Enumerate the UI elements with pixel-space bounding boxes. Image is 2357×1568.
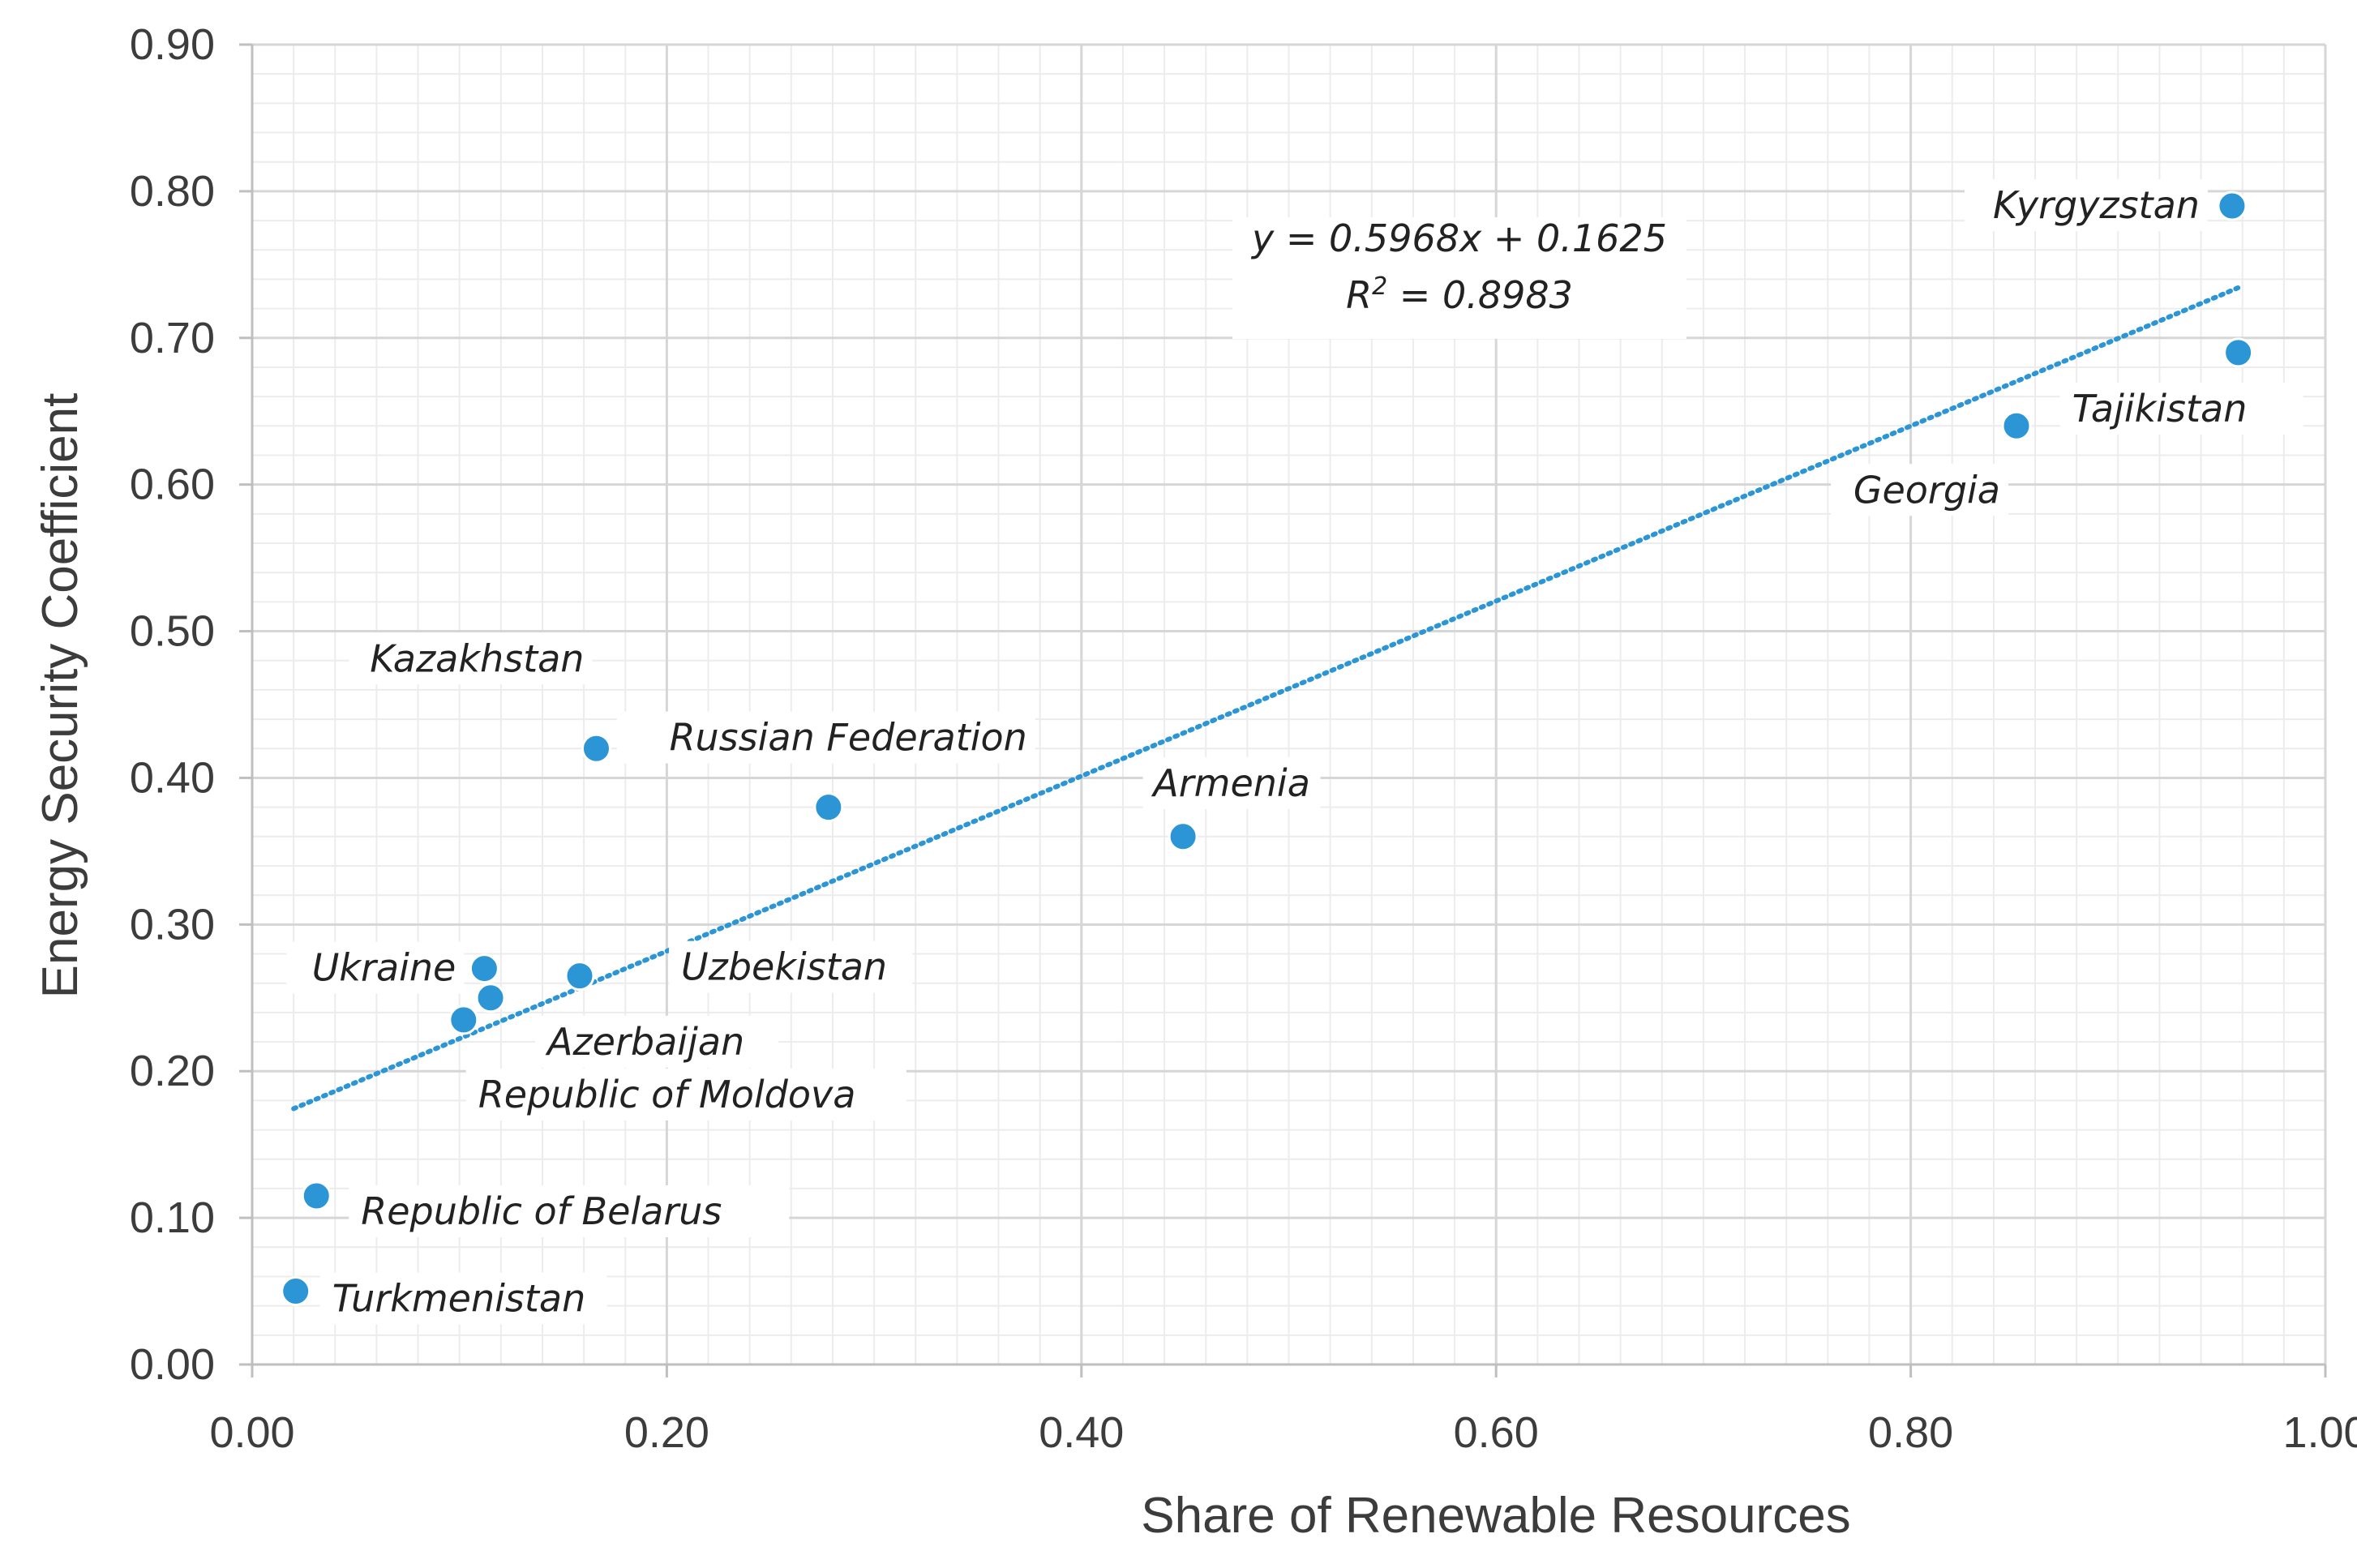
data-point: Republic of Moldova [448,1005,479,1035]
data-point: Kyrgyzstan [2217,191,2248,221]
y-tick-label: 0.10 [130,1193,215,1242]
point-label: Republic of Belarus [361,1189,722,1233]
point-label: Turkmenistan [332,1277,586,1321]
point-label-background [616,711,1035,764]
data-points: Kyrgyzstan Tajikistan Georgia Kazakhstan Rus… [281,191,2254,1307]
x-tick-label: 0.00 [209,1408,294,1457]
trendline-equation: y = 0.5968x + 0.1625 [1250,216,1667,260]
y-tick-label: 0.00 [130,1340,215,1389]
point-label-background [535,1015,779,1068]
x-tick-label: 0.20 [624,1408,709,1457]
point-label-background [669,940,913,993]
data-point: Kazakhstan [581,733,611,764]
point-label-background [2059,382,2303,435]
data-point: Azerbaijan [475,983,506,1013]
data-point: Uzbekistan [564,961,595,992]
y-tick-label: 0.20 [130,1047,215,1095]
x-axis-tick-labels: 0.00 0.20 0.40 0.60 0.80 1.00 [209,1408,2357,1457]
trendline-r-squared: R2 = 0.8983 [1346,272,1573,318]
axes [239,43,2327,1377]
data-point: Georgia [2001,410,2032,441]
point-label-background [1831,464,2009,516]
point-label-background [286,941,465,994]
point-label: Armenia [1151,761,1310,805]
point-label: Kazakhstan [370,636,584,680]
point-label-background [349,632,593,685]
point-label: Uzbekistan [681,945,887,989]
x-tick-label: 1.00 [2282,1408,2357,1457]
y-tick-label: 0.80 [130,167,215,216]
point-label-background [465,1068,906,1120]
minor-gridlines [252,45,2325,1365]
data-point: Russian Federation [813,792,844,823]
point-label: Georgia [1853,468,2000,512]
point-label-background [319,1272,607,1325]
y-tick-label: 0.50 [130,607,215,656]
x-tick-label: 0.40 [1039,1408,1124,1457]
data-point: Armenia [1168,821,1198,852]
trendline [291,283,2245,1112]
point-label: Kyrgyzstan [1993,183,2200,227]
point-label-background [349,1185,790,1237]
y-tick-label: 0.90 [130,20,215,69]
y-tick-label: 0.40 [130,753,215,802]
data-point: Turkmenistan [281,1276,311,1307]
point-label-background [1964,178,2208,231]
point-label: Tajikistan [2072,387,2248,431]
data-point: Ukraine [469,953,499,984]
point-label: Azerbaijan [545,1020,744,1064]
point-label: Republic of Moldova [478,1073,856,1116]
trendline-equation-box: y = 0.5968x + 0.1625 R2 = 0.8983 [1232,216,1686,339]
x-tick-label: 0.80 [1868,1408,1953,1457]
y-axis-title: Energy Security Coefficient [32,393,88,999]
point-label: Russian Federation [670,716,1027,760]
point-label: Ukraine [312,946,456,990]
y-tick-label: 0.60 [130,461,215,509]
y-tick-label: 0.30 [130,900,215,949]
equation-background [1232,217,1686,339]
x-axis-title: Share of Renewable Resources [1141,1488,1850,1544]
x-tick-label: 0.60 [1454,1408,1539,1457]
data-point: Republic of Belarus [301,1180,332,1211]
data-point: Tajikistan [2223,337,2254,368]
point-labels: Kyrgyzstan Tajikistan Georgia Kazakhstan Rus… [286,178,2303,1325]
point-label-background [1142,756,1321,809]
y-axis-tick-labels: 0.00 0.10 0.20 0.30 0.40 0.50 0.60 0.70 0.80 0.90 [130,20,215,1389]
y-tick-label: 0.70 [130,314,215,362]
